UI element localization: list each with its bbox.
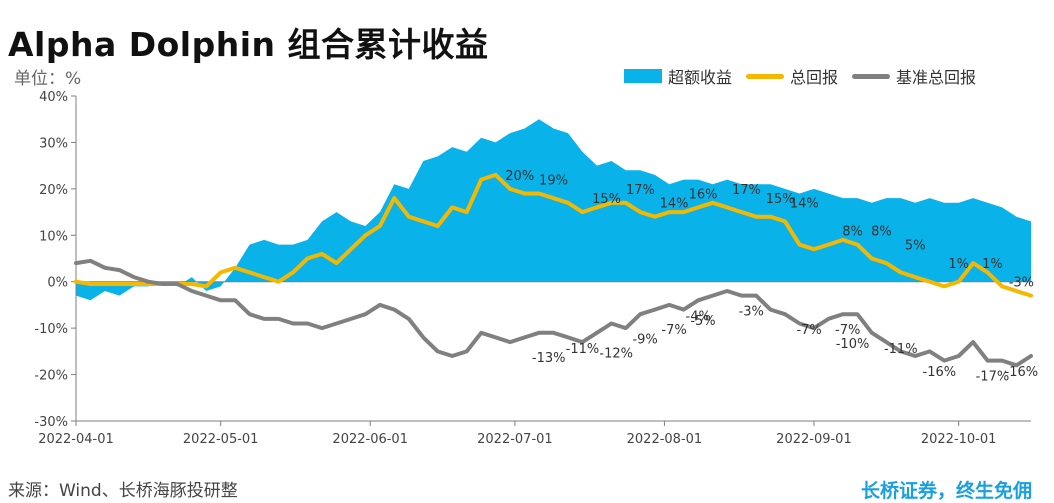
legend-label-benchmark: 基准总回报 bbox=[896, 68, 977, 87]
x-tick-label: 2022-04-01 bbox=[38, 432, 114, 447]
total-data-label: 16% bbox=[689, 187, 718, 202]
y-tick-label: -30% bbox=[34, 415, 68, 430]
legend-swatch-total bbox=[746, 73, 785, 79]
y-tick-label: -20% bbox=[34, 369, 68, 384]
benchmark-data-label: -4% bbox=[686, 309, 711, 324]
brand-slogan: 长桥证券，终生免佣 bbox=[860, 480, 1032, 502]
total-data-label: 15% bbox=[592, 192, 621, 207]
y-tick-label: 10% bbox=[39, 229, 68, 244]
x-tick-label: 2022-10-01 bbox=[921, 432, 997, 447]
legend-item-total: 总回报 bbox=[746, 64, 838, 88]
benchmark-data-label: -10% bbox=[836, 337, 870, 352]
x-tick-label: 2022-06-01 bbox=[332, 432, 408, 447]
total-data-label: 17% bbox=[732, 183, 761, 198]
legend-swatch-excess bbox=[624, 69, 662, 83]
source-note: 来源：Wind、长桥海豚投研整 bbox=[8, 481, 238, 501]
benchmark-data-label: -13% bbox=[532, 351, 566, 366]
total-data-label: 1% bbox=[982, 257, 1003, 272]
benchmark-data-label: -3% bbox=[739, 305, 764, 320]
annotations-layer: 20% 19%15%17%14%16% 17%15%14%8% 8%5%1% 1%-3%… bbox=[505, 169, 1038, 385]
total-data-label: 17% bbox=[626, 183, 655, 198]
legend-swatch-benchmark bbox=[852, 73, 891, 79]
total-data-label: 20% bbox=[505, 169, 534, 184]
total-data-label: 19% bbox=[539, 174, 568, 189]
benchmark-data-label: -5% bbox=[690, 314, 715, 329]
axes-layer: 40% 30% 20% 10% 0% -10% -20% -30% 2022-04-01 2022… bbox=[34, 90, 1031, 447]
benchmark-data-label: -16% bbox=[1005, 365, 1039, 380]
benchmark-data-label: -17% bbox=[976, 370, 1010, 385]
benchmark-data-label: -11% bbox=[884, 342, 918, 357]
legend-item-benchmark: 基准总回报 bbox=[852, 64, 976, 88]
x-tick-label: 2022-07-01 bbox=[477, 432, 553, 447]
unit-label: 单位：% bbox=[14, 69, 82, 89]
benchmark-data-label: -11% bbox=[566, 342, 600, 357]
chart-title: Alpha Dolphin 组合累计收益 bbox=[8, 25, 489, 64]
total-data-label: 15% bbox=[766, 192, 795, 207]
x-tick-label: 2022-09-01 bbox=[776, 432, 852, 447]
total-data-label: 5% bbox=[905, 239, 926, 254]
total-data-label: 8% bbox=[871, 225, 892, 240]
total-data-label: -3% bbox=[1009, 276, 1034, 291]
y-tick-label: 30% bbox=[39, 136, 68, 151]
x-tick-label: 2022-08-01 bbox=[627, 432, 703, 447]
y-tick-label: 0% bbox=[47, 276, 68, 291]
x-tick-label: 2022-05-01 bbox=[183, 432, 259, 447]
total-data-label: 8% bbox=[842, 225, 863, 240]
legend-label-excess: 超额收益 bbox=[668, 68, 733, 87]
y-tick-label: -10% bbox=[34, 322, 68, 337]
benchmark-data-label: -9% bbox=[632, 333, 657, 348]
legend-item-excess: 超额收益 bbox=[624, 64, 732, 88]
total-data-label: 14% bbox=[660, 197, 689, 212]
lines-layer bbox=[74, 172, 1033, 368]
benchmark-return-line bbox=[74, 258, 1033, 368]
benchmark-data-label: -12% bbox=[599, 346, 633, 361]
legend-label-total: 总回报 bbox=[790, 68, 839, 87]
y-tick-label: 20% bbox=[39, 183, 68, 198]
benchmark-data-label: -16% bbox=[923, 365, 957, 380]
total-data-label: 1% bbox=[948, 257, 969, 272]
total-data-label: 14% bbox=[790, 197, 819, 212]
legend: 超额收益 总回报 基准总回报 bbox=[624, 64, 990, 88]
y-tick-label: 40% bbox=[39, 90, 68, 105]
benchmark-data-label: -7% bbox=[796, 323, 821, 338]
total-return-line bbox=[74, 172, 1033, 298]
benchmark-data-label: -7% bbox=[661, 323, 686, 338]
benchmark-data-label: -7% bbox=[835, 323, 860, 338]
